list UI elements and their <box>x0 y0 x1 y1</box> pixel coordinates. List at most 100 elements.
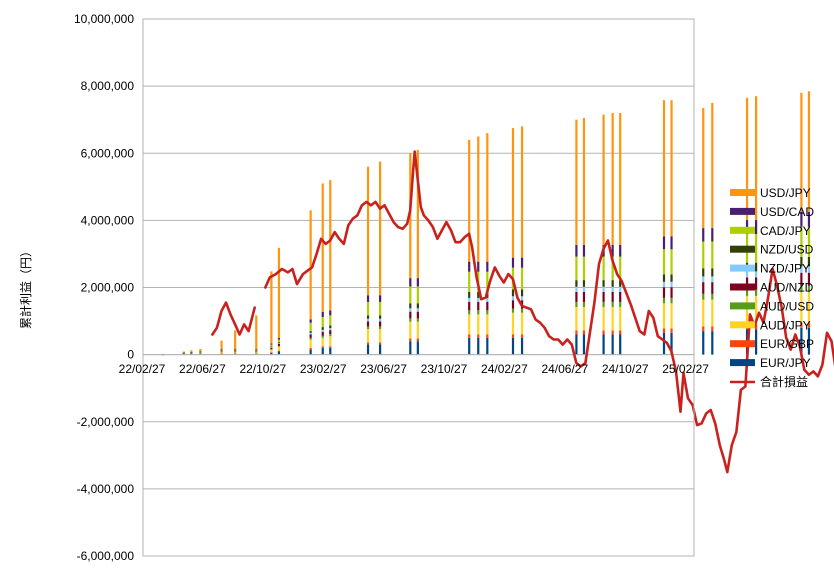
bar-segment-aud-jpy <box>329 336 332 347</box>
bar-stack-9 <box>309 210 312 355</box>
bar-segment-usd-jpy <box>366 166 370 296</box>
bar-segment-eur-gbp <box>416 338 419 342</box>
bar-segment-eur-gbp <box>477 334 480 338</box>
bar-segment-usd-jpy <box>670 100 673 237</box>
bar-segment-eur-gbp <box>255 353 258 355</box>
legend-item: EUR/JPY <box>730 356 811 370</box>
y-tick-label: 8,000,000 <box>81 79 135 93</box>
legend-label: NZD/USD <box>760 243 814 257</box>
bar-segment-nzd-usd <box>602 280 605 287</box>
legend-swatch <box>730 207 755 215</box>
bar-segment-usd-jpy <box>800 92 803 212</box>
bar-segment-aud-nzd <box>702 282 705 294</box>
bar-segment-eur-gbp <box>270 352 273 353</box>
bar-segment-usd-cad <box>234 349 237 350</box>
bar-segment-eur-gbp <box>711 326 714 332</box>
bar-segment-aud-nzd <box>670 287 673 298</box>
bar-segment-eur-gbp <box>520 334 524 338</box>
bar-segment-aud-jpy <box>409 321 412 339</box>
bar-segment-cad-jpy <box>670 249 673 275</box>
y-tick-label: -6,000,000 <box>77 549 135 563</box>
bar-stack-23 <box>602 114 605 355</box>
bar-stack-20 <box>520 126 524 355</box>
bar-segment-nzd-usd <box>511 289 515 297</box>
bar-segment-nzd-jpy <box>477 297 480 302</box>
bar-segment-nzd-jpy <box>309 332 312 335</box>
bar-segment-eur-jpy <box>711 331 714 355</box>
bar-segment-nzd-jpy <box>602 286 605 292</box>
bar-segment-eur-jpy <box>270 352 273 355</box>
bar-segment-eur-jpy <box>329 347 332 355</box>
bar-segment-nzd-jpy <box>619 286 622 292</box>
bar-segment-eur-jpy <box>220 353 223 355</box>
bar-stack-33 <box>807 91 811 355</box>
bar-segment-usd-cad <box>619 244 622 257</box>
bar-segment-nzd-jpy <box>234 350 237 352</box>
bar-segment-nzd-usd <box>477 291 480 298</box>
bar-segment-eur-gbp <box>755 324 758 330</box>
bar-segment-aud-usd <box>800 285 803 293</box>
bar-stack-32 <box>800 92 803 355</box>
bar-stack-22 <box>582 118 586 355</box>
bar-segment-nzd-jpy <box>321 329 324 332</box>
bar-segment-usd-jpy <box>234 330 237 350</box>
bar-segment-aud-jpy <box>702 299 705 327</box>
bar-segment-eur-jpy <box>619 334 622 355</box>
bar-segment-eur-gbp <box>379 342 382 345</box>
bar-stack-13 <box>379 161 382 355</box>
bar-segment-nzd-jpy <box>745 271 749 278</box>
bar-segment-usd-jpy <box>379 161 382 296</box>
bar-segment-usd-jpy <box>619 112 622 245</box>
bar-segment-cad-jpy <box>270 344 273 347</box>
bar-segment-cad-jpy <box>255 349 258 351</box>
bar-segment-eur-gbp <box>321 346 324 348</box>
bar-segment-nzd-usd <box>468 291 471 298</box>
bar-segment-aud-usd <box>511 308 515 313</box>
x-tick-label: 24/10/27 <box>602 362 649 376</box>
bar-segment-usd-jpy <box>511 128 515 258</box>
x-tick-label: 22/06/27 <box>179 362 226 376</box>
bar-segment-eur-jpy <box>277 351 281 355</box>
stacked-bars <box>161 91 811 356</box>
bar-segment-eur-jpy <box>486 337 489 355</box>
bar-stack-16 <box>468 139 471 355</box>
bar-segment-nzd-jpy <box>255 350 258 352</box>
bar-segment-aud-usd <box>619 301 622 307</box>
bar-segment-aud-jpy <box>468 314 471 335</box>
bar-segment-cad-jpy <box>366 301 370 316</box>
bar-segment-cad-jpy <box>702 241 705 269</box>
bar-segment-nzd-usd <box>270 346 273 348</box>
bar-segment-aud-usd <box>329 334 332 337</box>
legend-swatch <box>730 189 755 196</box>
bar-segment-nzd-usd <box>277 342 281 344</box>
legend-label: NZD/JPY <box>760 262 810 276</box>
legend-label: USD/JPY <box>760 186 811 200</box>
bar-segment-aud-usd <box>582 301 586 307</box>
bar-segment-cad-jpy <box>807 226 811 257</box>
bar-segment-usd-cad <box>800 211 803 227</box>
bar-segment-aud-nzd <box>755 277 758 290</box>
plot-area-frame <box>142 18 695 557</box>
bar-segment-nzd-jpy <box>468 297 471 302</box>
bar-segment-nzd-jpy <box>670 281 673 288</box>
bar-segment-aud-usd <box>366 326 370 330</box>
bar-segment-usd-cad <box>270 343 273 345</box>
bar-stack-18 <box>486 133 489 355</box>
bar-segment-aud-usd <box>755 289 758 296</box>
y-tick-label: -2,000,000 <box>77 415 135 429</box>
bar-segment-nzd-jpy <box>807 266 811 273</box>
bar-segment-usd-cad <box>309 319 312 323</box>
bar-segment-nzd-jpy <box>409 308 412 312</box>
bar-segment-usd-cad <box>611 244 614 257</box>
bar-segment-aud-jpy <box>800 292 803 323</box>
bar-segment-eur-gbp <box>611 330 614 335</box>
bar-stack-29 <box>711 102 714 355</box>
y-tick-label: 6,000,000 <box>81 146 135 160</box>
total-profit-line-segment-0 <box>211 301 256 336</box>
bar-segment-usd-jpy <box>611 112 614 245</box>
x-tick-label: 24/02/27 <box>481 362 528 376</box>
bar-segment-nzd-usd <box>416 303 419 309</box>
bar-segment-eur-gbp <box>234 353 237 355</box>
bar-segment-nzd-usd <box>711 268 714 277</box>
